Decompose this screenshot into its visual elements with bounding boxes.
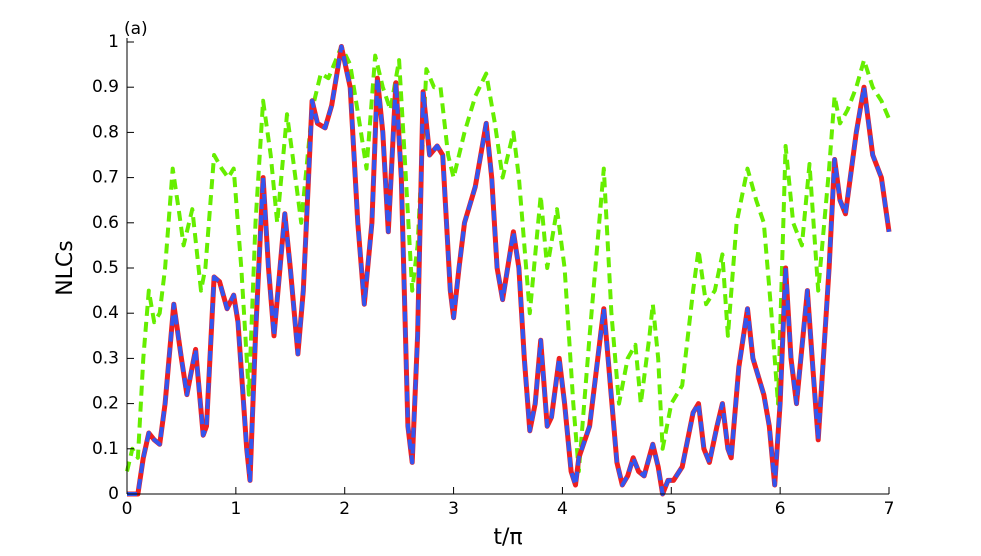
y-axis-label: NLCs [53,240,78,296]
panel-label: (a) [124,19,148,39]
x-tick-label: 6 [775,499,786,519]
x-tick-label: 7 [884,499,895,519]
x-tick-label: 2 [339,499,350,519]
y-tick-label: 0.2 [92,394,119,414]
series-line [125,44,891,474]
y-tick-label: 0.6 [92,213,119,233]
x-axis-label: t/π [493,525,522,550]
x-tick-label: 3 [448,499,459,519]
y-tick-label: 1 [108,32,119,52]
y-tick-label: 0.5 [92,258,119,278]
y-tick-label: 0.3 [92,348,119,368]
x-tick-label: 0 [122,499,133,519]
x-tick-label: 1 [230,499,241,519]
series-line [127,44,891,496]
y-tick-label: 0.9 [92,77,119,97]
x-tick-label: 4 [557,499,568,519]
y-tick-label: 0.8 [92,122,119,142]
y-tick-label: 0.1 [92,439,119,459]
y-tick-label: 0.7 [92,168,119,188]
x-tick-label: 5 [666,499,677,519]
y-tick-label: 0 [108,484,119,504]
y-tick-label: 0.4 [92,303,119,323]
